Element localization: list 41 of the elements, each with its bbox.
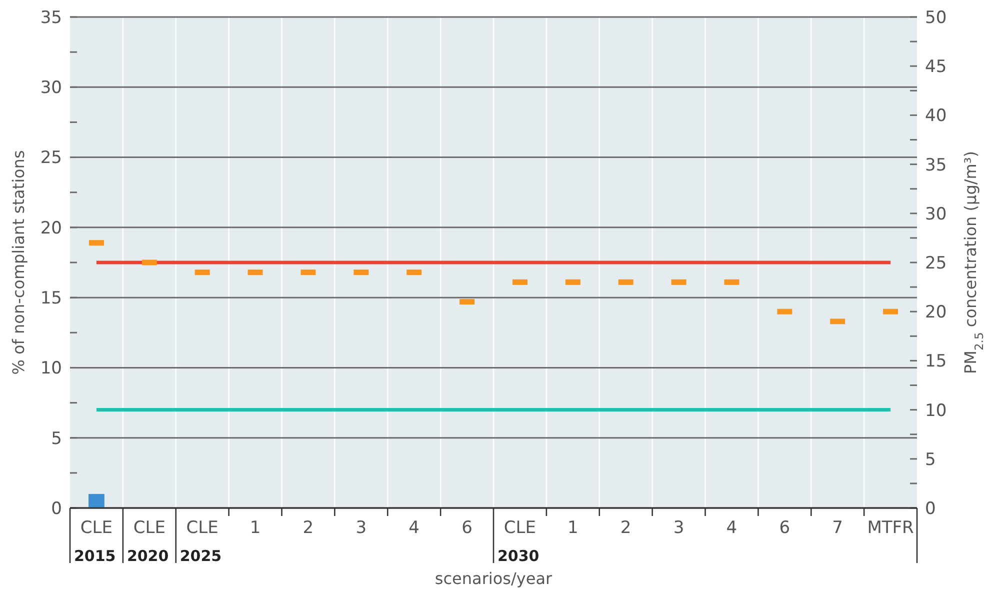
x-tick-label: CLE (133, 518, 166, 538)
y-tick-label: 5 (51, 428, 62, 449)
text: 2020 (126, 547, 169, 565)
x-tick-label: 3 (673, 518, 684, 538)
x-tick-label: 2 (302, 518, 314, 538)
text: 2015 (74, 547, 116, 565)
y2-tick-label: 50 (925, 8, 947, 28)
y2-tick-label: 5 (925, 450, 936, 470)
y2-tick-label: 0 (925, 498, 936, 519)
y2-tick-label: 25 (925, 253, 947, 274)
x-axis-title: scenarios/year (434, 569, 552, 588)
y2-tick-label: 40 (925, 106, 947, 126)
y-tick-label: 25 (40, 148, 62, 168)
x-tick-label: 1 (567, 518, 578, 538)
y-axis-title: % of non-compliant stations (9, 150, 28, 375)
y2-tick-label: 45 (925, 57, 947, 78)
y-tick-label: 20 (40, 218, 62, 238)
y-tick-label: 10 (40, 358, 62, 379)
x-tick-label: 3 (356, 518, 367, 538)
y2-tick-label: 15 (925, 352, 947, 372)
x-tick-label: CLE (186, 518, 218, 538)
x-tick-label: 4 (726, 518, 738, 538)
y2-tick-label: 10 (925, 400, 947, 421)
x-tick-label: CLE (504, 518, 536, 538)
x-tick-label: 7 (832, 518, 844, 538)
y-tick-label: 15 (40, 288, 62, 309)
y-tick-label: 30 (40, 78, 62, 98)
y-tick-label: 0 (51, 498, 62, 519)
y2-tick-label: 20 (925, 302, 947, 323)
y-tick-label: 35 (40, 8, 62, 28)
y2-tick-label: 35 (925, 155, 947, 176)
x-tick-label: 2 (620, 518, 632, 538)
x-tick-label: 6 (779, 518, 790, 538)
x-tick-label: 6 (462, 518, 472, 538)
x-tick-label: CLE (80, 518, 113, 538)
x-tick-label: 1 (250, 518, 261, 538)
y2-tick-label: 30 (925, 204, 947, 224)
text: 2025 (180, 547, 222, 565)
text: 2030 (498, 547, 540, 565)
x-tick-label: MTFR (867, 518, 914, 538)
x-tick-label: 4 (408, 518, 420, 538)
